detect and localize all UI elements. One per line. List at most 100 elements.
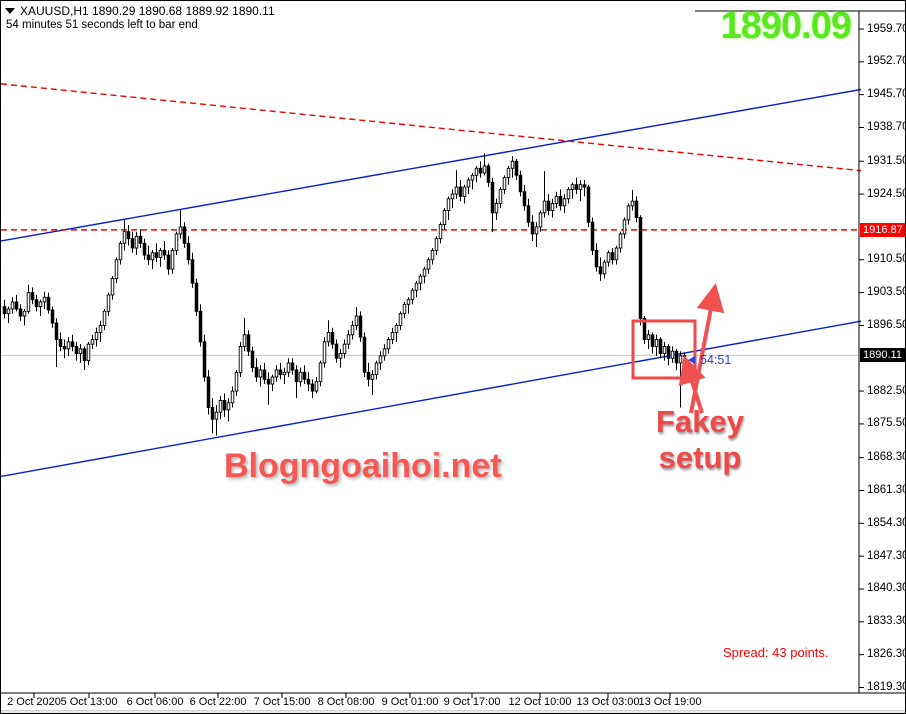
time-tick-label: 5 Oct 13:00 [60, 696, 118, 708]
candle-body [18, 308, 23, 317]
time-tick-label: 6 Oct 06:00 [126, 696, 184, 708]
candle-body [194, 282, 199, 312]
candle-body [110, 278, 115, 296]
candle-body [234, 371, 239, 392]
candle-body [622, 219, 627, 235]
price-tick-label: 1924.50 [867, 187, 906, 200]
candle-body [494, 203, 499, 214]
time-tick-label: 13 Oct 19:00 [638, 696, 702, 708]
spread-label: Spread: 43 points. [723, 645, 829, 660]
candle-body [554, 195, 559, 204]
watermark-text[interactable]: Blogngoaihoi.net [224, 447, 502, 485]
candle-body [294, 369, 299, 383]
candle-body [58, 339, 63, 347]
candle-body [590, 221, 595, 251]
price-level-badge-current: 1890.11 [860, 348, 905, 363]
candle-body [70, 341, 75, 347]
price-tick-label: 1945.70 [867, 88, 906, 101]
candle-body [326, 331, 331, 343]
price-tick-label: 1868.30 [867, 451, 906, 464]
price-tick-label: 1847.30 [867, 549, 906, 562]
candle-body [450, 193, 455, 200]
candle-body [10, 301, 15, 310]
candle-body [330, 331, 335, 345]
candle-body [142, 242, 147, 256]
candle-body [586, 186, 591, 223]
candle-body [422, 268, 427, 277]
price-tick-label: 1931.50 [867, 154, 906, 167]
candle-body [626, 205, 631, 221]
candle-body [510, 160, 515, 169]
candle-body [178, 226, 183, 235]
candle-body [682, 354, 687, 357]
candle-body [534, 226, 539, 235]
candle-body [470, 174, 475, 181]
candle-body [54, 322, 59, 340]
candle-body [358, 315, 363, 338]
candle-body [602, 261, 607, 275]
fakey-setup-line2: setup [658, 440, 742, 475]
candle-body [202, 341, 207, 378]
candle-body [98, 324, 103, 333]
candle-body [346, 334, 351, 345]
candle-body [582, 184, 587, 188]
price-tick-label: 1833.30 [867, 615, 906, 628]
candle-body [410, 289, 415, 301]
candle-body [394, 324, 399, 333]
candle-body [106, 294, 111, 312]
fakey-setup-annotation[interactable]: Fakey setup [641, 404, 759, 476]
candle-body [462, 186, 467, 197]
candle-body [538, 212, 543, 228]
candle-body [238, 346, 243, 373]
candle-body [162, 249, 167, 256]
candle-body [198, 310, 203, 343]
candle-body [502, 177, 507, 190]
candle-body [614, 247, 619, 261]
candle-body [574, 184, 579, 190]
candle-countdown-label: 54:51 [688, 353, 731, 367]
candle-body [474, 167, 479, 176]
candle-body [26, 292, 31, 312]
candle-body [354, 315, 359, 326]
candle-body [486, 165, 491, 183]
candle-body [466, 179, 471, 188]
candle-body [578, 184, 583, 190]
time-tick-label: 9 Oct 17:00 [443, 696, 501, 708]
candle-body [250, 350, 255, 369]
candle-body [678, 355, 683, 364]
candle-body [342, 343, 347, 354]
candle-body [262, 369, 267, 380]
candle-body [242, 334, 247, 347]
candle-body [662, 346, 667, 354]
candle-body [38, 301, 43, 308]
candle-body [430, 249, 435, 261]
candle-body [618, 233, 623, 249]
candle-body [174, 233, 179, 251]
chevron-down-icon [5, 8, 15, 14]
candle-body [42, 296, 47, 303]
candle-body [646, 334, 651, 340]
time-tick-label: 9 Oct 01:00 [381, 696, 439, 708]
upper-channel-trendline [1, 88, 862, 242]
candle-body [378, 355, 383, 364]
time-tick-label: 13 Oct 03:00 [576, 696, 640, 708]
candle-body [134, 235, 139, 249]
candle-body [66, 341, 71, 350]
candle-body [22, 310, 27, 317]
candle-body [490, 181, 495, 214]
candle-body [442, 210, 447, 226]
candle-body [522, 191, 527, 207]
candle-body [138, 235, 143, 244]
lower-channel-trendline [1, 320, 862, 478]
candle-body [650, 334, 655, 347]
candle-body [82, 348, 87, 362]
candle-countdown-value: 54:51 [700, 353, 732, 368]
candle-body [74, 346, 79, 354]
candle-body [478, 167, 483, 174]
candle-body [270, 376, 275, 385]
candle-body [118, 242, 123, 261]
candle-body [230, 390, 235, 404]
candle-body [246, 334, 251, 352]
candle-body [610, 252, 615, 261]
